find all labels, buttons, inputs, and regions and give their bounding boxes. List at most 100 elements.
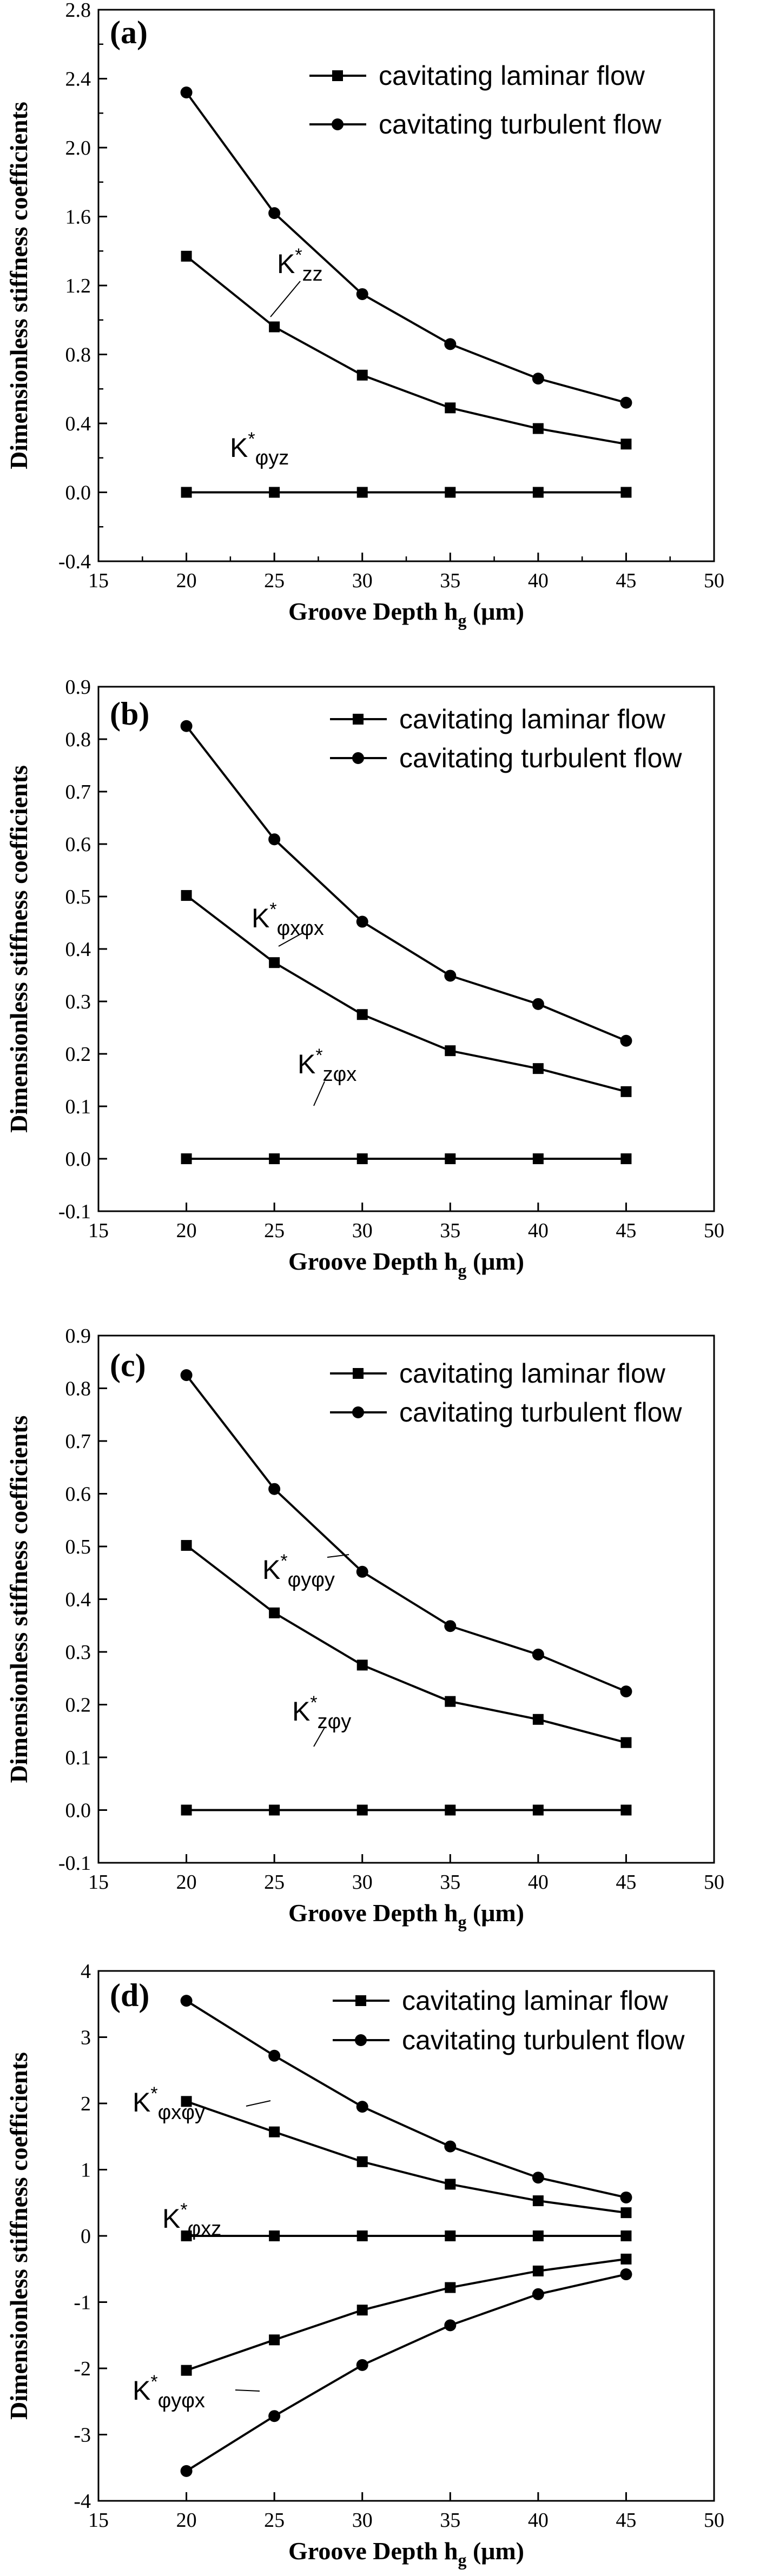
y-tick-label: 0.7: [65, 781, 91, 804]
annotation-label: K*zz: [277, 245, 323, 286]
x-tick-label: 20: [176, 569, 197, 592]
y-axis-label: Dimensionless stiffness coefficients: [5, 765, 32, 1133]
annotation-label: K*zφx: [298, 1045, 356, 1086]
series-line: [185, 725, 627, 1042]
annotation-sup: *: [150, 2083, 157, 2104]
data-point: [356, 1804, 368, 1816]
x-axis-label: Groove Depth hg (μm): [288, 597, 524, 630]
y-tick-label: -1: [74, 2292, 91, 2314]
y-tick-label: 0.4: [65, 938, 91, 961]
legend-marker: [353, 714, 364, 725]
data-point: [268, 2049, 281, 2062]
series-0: [181, 890, 632, 1097]
annotation-leader: [278, 932, 303, 947]
y-tick-label: 0.4: [65, 413, 91, 435]
data-point: [356, 1659, 368, 1671]
data-point: [532, 2265, 544, 2276]
panel-label: (c): [110, 1347, 146, 1383]
data-point: [269, 487, 280, 498]
x-tick-label: 40: [528, 1871, 549, 1894]
annotation-leader: [313, 1727, 325, 1747]
data-point: [181, 1540, 192, 1551]
x-tick-label: 45: [616, 1871, 636, 1894]
data-point: [356, 2101, 368, 2113]
annotation: K*zφy: [292, 1692, 351, 1747]
data-point: [444, 970, 457, 982]
series-line: [186, 2000, 626, 2199]
annotation-sup: *: [280, 1551, 287, 1571]
x-tick-label: 25: [264, 2509, 285, 2532]
annotation-label: K*φyz: [230, 429, 289, 469]
x-axis-label-unit: (μm): [466, 597, 524, 625]
x-tick-label: 45: [616, 569, 636, 592]
panel-label: (d): [110, 1977, 149, 2013]
data-point: [444, 1620, 457, 1632]
y-tick-label: 0.7: [65, 1430, 91, 1453]
data-point: [356, 1565, 368, 1578]
series-line: [186, 255, 626, 446]
x-axis-label: Groove Depth hg (μm): [288, 2537, 524, 2570]
legend-marker: [352, 752, 364, 764]
data-point: [269, 1804, 280, 1816]
y-tick-label: 0.2: [65, 1694, 91, 1717]
data-point: [180, 720, 193, 732]
data-point: [269, 1153, 280, 1164]
annotation: K*zz: [270, 245, 323, 317]
annotation-main: K: [292, 1696, 310, 1727]
annotation-main: K: [162, 2203, 180, 2234]
data-point: [356, 2305, 368, 2316]
y-tick-label: -0.1: [58, 1852, 91, 1875]
legend: cavitating laminar flow cavitating turbul…: [330, 1358, 682, 1428]
annotation-main: K: [230, 433, 248, 463]
data-point: [444, 2140, 457, 2153]
legend-marker: [355, 1995, 366, 2006]
annotation: K*φxφy: [133, 2083, 271, 2124]
x-tick-label: 15: [88, 569, 109, 592]
data-point: [181, 2096, 192, 2107]
data-point: [532, 2172, 544, 2184]
legend-entry: cavitating turbulent flow: [379, 109, 662, 140]
annotation-leader: [270, 281, 301, 317]
x-tick-label: 30: [352, 569, 373, 592]
data-point: [445, 487, 456, 498]
data-point: [532, 1153, 544, 1164]
series-line: [186, 2273, 626, 2472]
data-point: [269, 2126, 280, 2137]
data-point: [269, 2334, 280, 2346]
data-point: [356, 2359, 368, 2371]
legend-marker: [332, 118, 344, 130]
data-point: [445, 1804, 456, 1816]
series-1: [180, 720, 632, 1047]
series-line: [186, 2258, 626, 2372]
y-tick-label: -0.4: [58, 550, 91, 573]
annotation-main: K: [277, 249, 295, 279]
data-point: [532, 373, 544, 385]
x-tick-label: 40: [528, 2509, 549, 2532]
data-point: [620, 1034, 632, 1047]
series-2: [181, 2230, 632, 2241]
annotation-sup: *: [315, 1045, 322, 1066]
data-point: [445, 1696, 456, 1707]
x-axis-label-sub: g: [458, 1260, 466, 1280]
y-tick-label: 4: [81, 1960, 91, 1983]
annotation: K*zφx: [298, 1045, 356, 1106]
legend-entry: cavitating turbulent flow: [399, 1397, 682, 1428]
legend: cavitating laminar flow cavitating turbul…: [330, 704, 682, 773]
annotation-sup: *: [295, 245, 302, 265]
series-line: [186, 1544, 626, 1744]
panel-label: (a): [110, 15, 148, 50]
y-tick-label: 2.0: [65, 137, 91, 160]
x-tick-label: 35: [440, 2509, 460, 2532]
data-point: [180, 1995, 193, 2007]
annotation-leader: [327, 1554, 349, 1558]
y-tick-label: 0: [81, 2225, 91, 2248]
annotation-leader: [235, 2389, 260, 2392]
data-point: [268, 1483, 281, 1495]
data-point: [445, 2282, 456, 2293]
annotation: K*φxz: [162, 2200, 221, 2240]
legend-entry: cavitating turbulent flow: [399, 743, 682, 773]
data-point: [356, 1009, 368, 1020]
x-tick-label: 45: [616, 2509, 636, 2532]
data-point: [180, 1369, 193, 1382]
x-tick-label: 20: [176, 2509, 197, 2532]
